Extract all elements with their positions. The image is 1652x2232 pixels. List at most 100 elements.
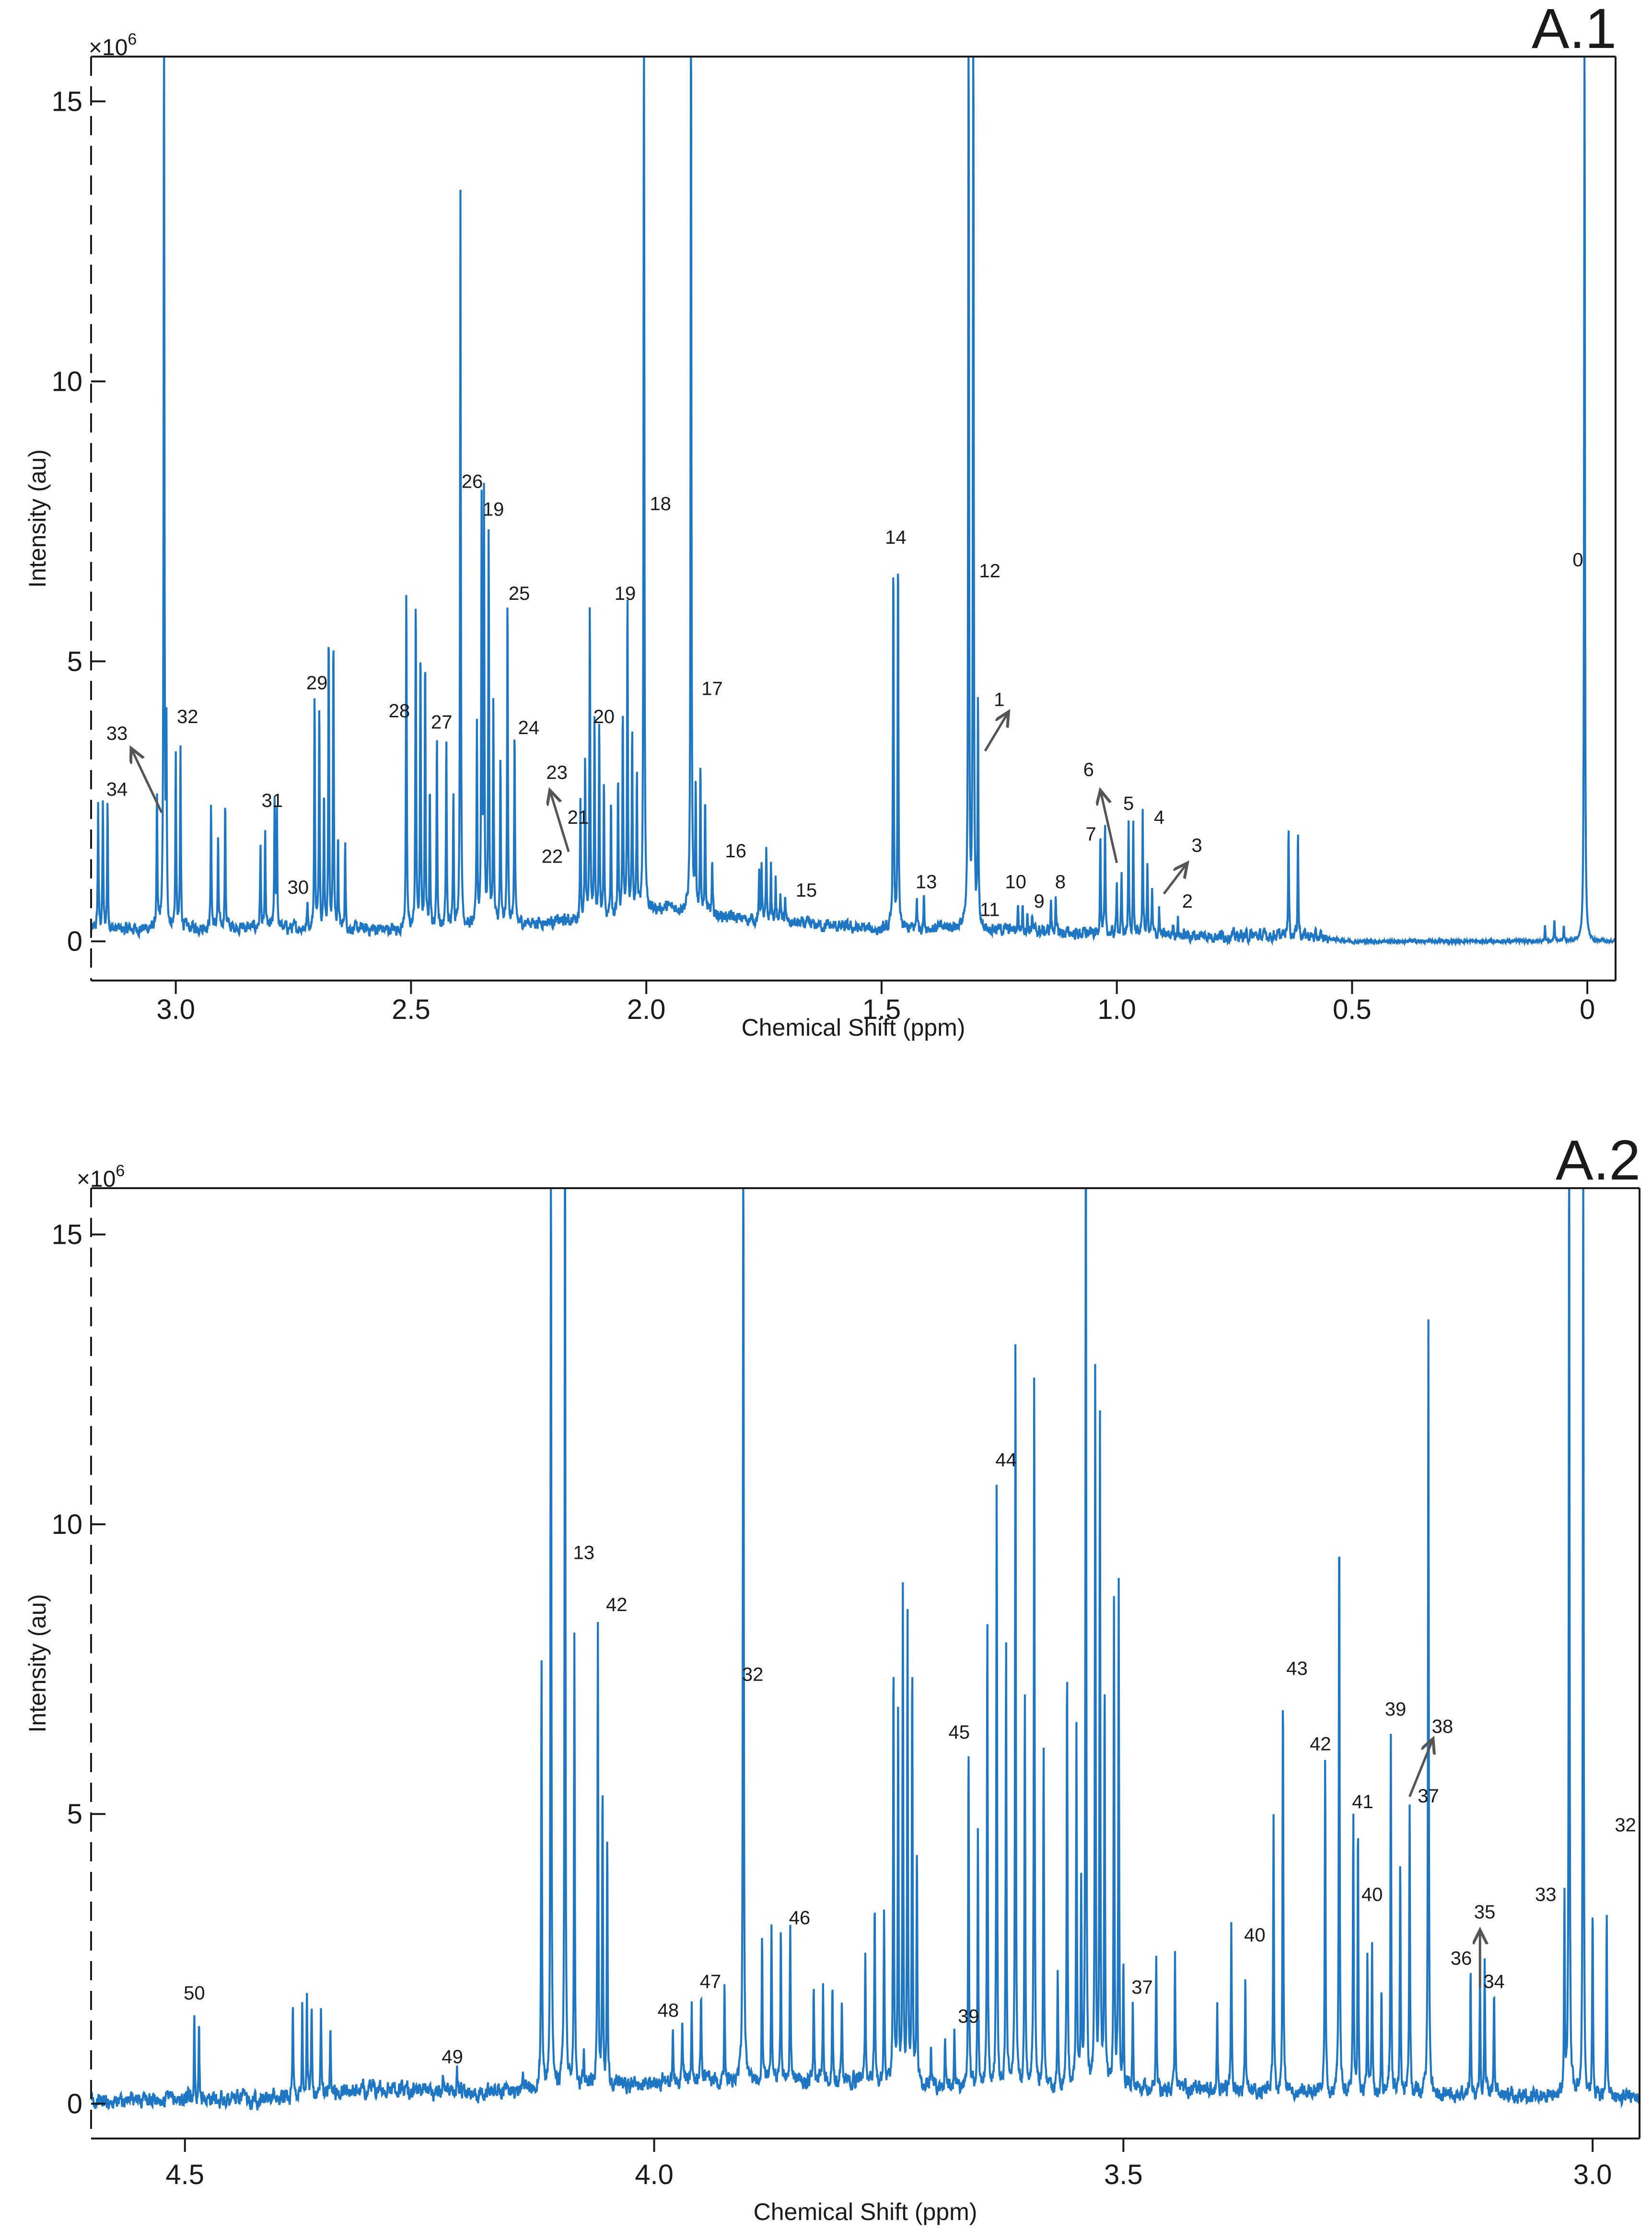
annotation-arrow [984, 712, 1009, 752]
peak-label: 45 [949, 1722, 970, 1743]
peak-label: 37 [1418, 1786, 1439, 1807]
peak-label: 14 [885, 527, 907, 548]
peak-label: 28 [389, 701, 410, 722]
peak-label: 9 [1034, 891, 1045, 912]
peak-label: 39 [1385, 1699, 1407, 1720]
y-exponent-power: 6 [116, 1162, 125, 1180]
peak-label: 34 [106, 779, 128, 800]
peak-label: 27 [431, 712, 453, 733]
peak-label: 41 [1352, 1791, 1373, 1812]
peak-label: 11 [980, 900, 1000, 921]
annotation-arrow [550, 790, 570, 853]
peak-label: 2 [1182, 891, 1193, 912]
y-tick-label: 15 [51, 1219, 82, 1250]
peak-label: 46 [789, 1907, 811, 1928]
peak-label: 20 [593, 706, 615, 727]
x-tick-label: 0 [1580, 994, 1595, 1025]
peak-label: 38 [1432, 1716, 1454, 1737]
peak-label: 17 [701, 678, 723, 699]
peak-label: 12 [979, 561, 1001, 582]
annotation-arrow [1163, 863, 1187, 895]
spectrum-line [91, 57, 1616, 947]
y-exponent-label: ×106 [89, 30, 137, 60]
x-tick-label: 4.5 [165, 2159, 204, 2190]
peak-label: 22 [542, 846, 563, 867]
peak-label: 43 [1286, 1658, 1308, 1679]
y-tick-label: 10 [51, 1509, 82, 1540]
panel-label: A.2 [1556, 1129, 1640, 1192]
y-exponent-power: 6 [128, 30, 137, 48]
x-tick-label: 3.0 [1573, 2159, 1612, 2190]
peak-label: 15 [796, 880, 817, 901]
y-tick-label: 0 [67, 2088, 82, 2119]
x-axis-title: Chemical Shift (ppm) [754, 2198, 977, 2225]
peak-label: 33 [1535, 1884, 1557, 1905]
y-exponent-label: ×106 [77, 1162, 125, 1192]
peak-label: 19 [483, 499, 504, 520]
peak-label: 13 [916, 871, 937, 892]
peak-label: 1 [994, 689, 1004, 711]
x-axis-title: Chemical Shift (ppm) [742, 1014, 966, 1041]
peak-label: 23 [546, 762, 568, 783]
y-tick-label: 5 [67, 646, 82, 677]
peak-label: 31 [262, 790, 283, 811]
peak-label: 29 [306, 673, 328, 694]
peak-label: 18 [650, 493, 671, 514]
peak-label: 40 [1244, 1925, 1266, 1946]
peak-label: 33 [106, 723, 128, 744]
x-tick-label: 0.5 [1333, 994, 1372, 1025]
peak-label: 7 [1086, 824, 1096, 845]
x-tick-label: 2.0 [627, 994, 666, 1025]
y-axis-title: Intensity (au) [24, 449, 51, 588]
peak-label: 32 [177, 706, 198, 727]
peak-label: 48 [658, 2000, 679, 2021]
peak-label: 50 [184, 1983, 205, 2004]
peak-label: 36 [1451, 1948, 1472, 1969]
peak-label: 49 [442, 2046, 463, 2068]
x-tick-label: 1.0 [1097, 994, 1136, 1025]
spectrum-line [91, 1188, 1640, 2111]
y-axis-title: Intensity (au) [24, 1594, 51, 1732]
annotation-arrow [131, 748, 163, 813]
peak-label: 37 [1131, 1977, 1153, 1998]
peak-label: 42 [1310, 1733, 1331, 1754]
y-tick-label: 0 [67, 926, 82, 957]
panel-label: A.1 [1532, 0, 1617, 60]
peak-label: 3 [1191, 835, 1202, 856]
y-tick-label: 5 [67, 1799, 82, 1830]
y-exponent-base: ×10 [89, 35, 128, 60]
peak-label: 8 [1055, 871, 1066, 892]
annotation-arrow [1408, 1739, 1433, 1797]
peak-label: 4 [1154, 807, 1164, 828]
x-tick-label: 3.0 [156, 994, 195, 1025]
peak-label: 47 [700, 1971, 721, 1992]
peak-label: 25 [509, 583, 530, 604]
x-tick-label: 1.5 [862, 994, 901, 1025]
peak-label: 26 [462, 471, 483, 492]
annotation-arrow [1100, 790, 1118, 864]
y-tick-label: 10 [51, 366, 82, 397]
peak-label: 32 [1615, 1814, 1636, 1835]
peak-label: 40 [1361, 1884, 1383, 1905]
peak-label: 44 [995, 1449, 1017, 1471]
x-tick-label: 3.5 [1104, 2159, 1143, 2190]
peak-label: 30 [288, 877, 309, 898]
peak-label: 42 [606, 1594, 628, 1615]
peak-label: 24 [518, 717, 540, 738]
chart-panel-a2: 4.5 4.0 3.5 3.0 0 5 10 15 ×106 Chemical Shift (pp… [24, 1129, 1640, 2225]
y-exponent-base: ×10 [77, 1167, 116, 1192]
peak-label: 21 [568, 807, 589, 828]
peak-label: 10 [1005, 871, 1026, 892]
x-tick-label: 4.0 [635, 2159, 674, 2190]
peak-label: 34 [1483, 1971, 1505, 1992]
peak-label: 5 [1123, 793, 1134, 814]
peak-label: 19 [615, 583, 636, 604]
x-tick-label: 2.5 [392, 994, 430, 1025]
peak-label: 6 [1083, 760, 1094, 781]
peak-label: 0 [1572, 549, 1583, 571]
peak-label: 32 [742, 1664, 764, 1685]
y-tick-label: 15 [51, 86, 82, 117]
peak-label: 13 [573, 1542, 594, 1563]
